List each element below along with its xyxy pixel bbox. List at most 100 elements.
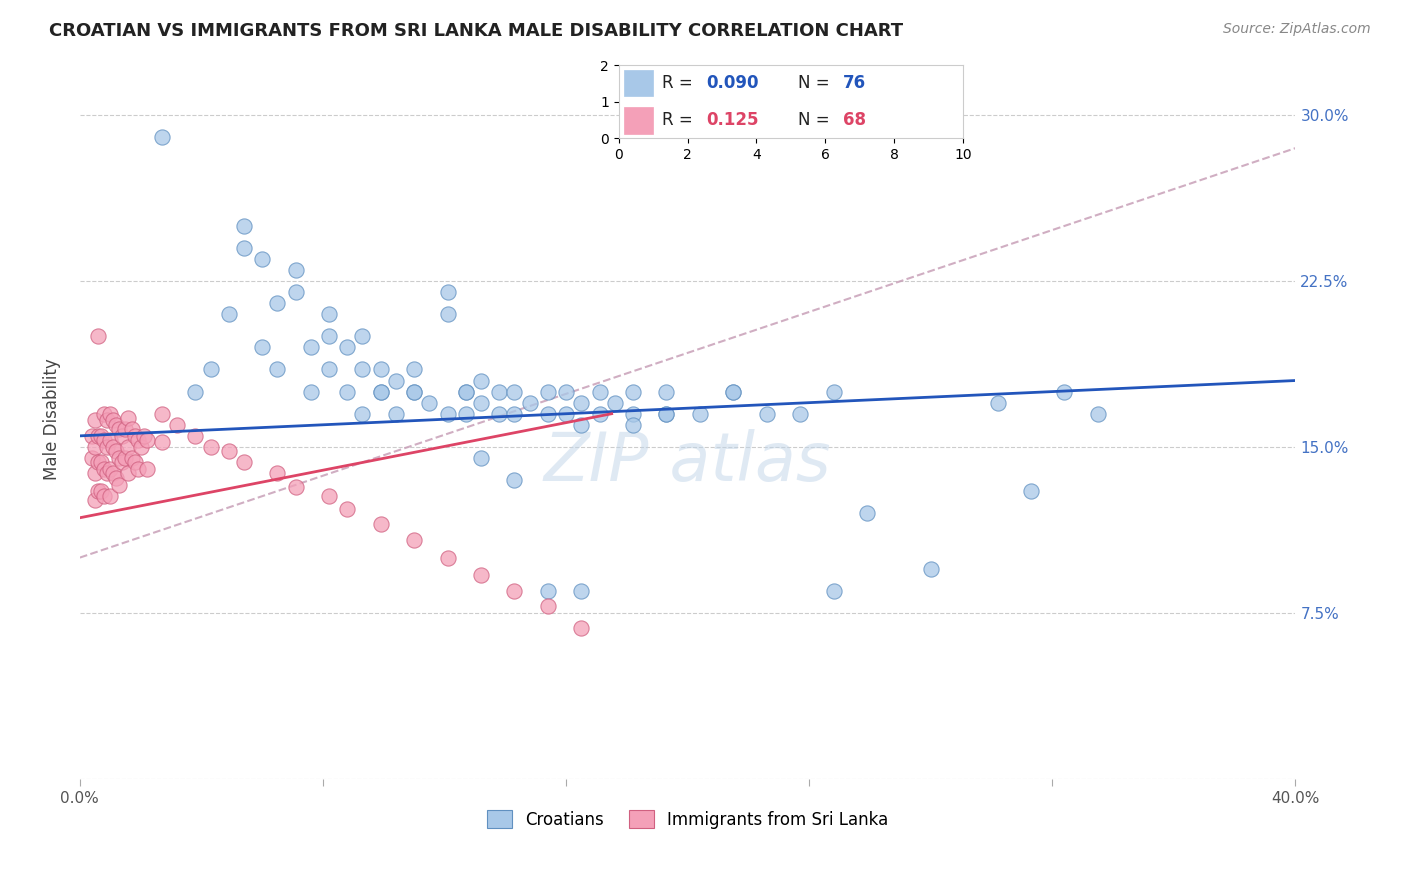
Point bbox=[98, 462, 121, 476]
Point bbox=[689, 407, 711, 421]
Point bbox=[127, 462, 149, 476]
Point bbox=[103, 467, 125, 481]
Point bbox=[111, 429, 134, 443]
Point bbox=[299, 384, 322, 399]
Point bbox=[84, 413, 107, 427]
Point bbox=[284, 480, 307, 494]
Point bbox=[117, 440, 139, 454]
Point bbox=[284, 263, 307, 277]
Point bbox=[404, 533, 426, 547]
Point bbox=[488, 384, 510, 399]
Point bbox=[135, 434, 157, 448]
Point bbox=[103, 413, 125, 427]
Point bbox=[436, 285, 458, 299]
Point bbox=[105, 471, 128, 485]
Point bbox=[184, 384, 207, 399]
Point bbox=[336, 340, 359, 354]
Point bbox=[418, 395, 440, 409]
Point bbox=[129, 440, 152, 454]
Point bbox=[537, 384, 560, 399]
Point bbox=[218, 444, 240, 458]
Point bbox=[352, 329, 374, 343]
Point bbox=[755, 407, 778, 421]
Point bbox=[1019, 484, 1042, 499]
Point bbox=[823, 583, 845, 598]
Point bbox=[87, 329, 110, 343]
Point bbox=[454, 407, 477, 421]
Point bbox=[318, 307, 340, 321]
Text: 0.125: 0.125 bbox=[706, 112, 759, 129]
Point bbox=[96, 413, 118, 427]
Point bbox=[87, 484, 110, 499]
Point bbox=[621, 407, 644, 421]
Point bbox=[132, 429, 155, 443]
Legend: Croatians, Immigrants from Sri Lanka: Croatians, Immigrants from Sri Lanka bbox=[481, 804, 896, 835]
Point bbox=[588, 407, 610, 421]
Point bbox=[470, 374, 492, 388]
Point bbox=[537, 583, 560, 598]
Point bbox=[385, 407, 408, 421]
Text: 76: 76 bbox=[842, 74, 866, 92]
Point bbox=[537, 407, 560, 421]
Point bbox=[723, 384, 745, 399]
Point bbox=[856, 506, 879, 520]
Point bbox=[503, 384, 526, 399]
Text: CROATIAN VS IMMIGRANTS FROM SRI LANKA MALE DISABILITY CORRELATION CHART: CROATIAN VS IMMIGRANTS FROM SRI LANKA MA… bbox=[49, 22, 903, 40]
Point bbox=[96, 440, 118, 454]
Point bbox=[603, 395, 626, 409]
Point bbox=[454, 384, 477, 399]
Point bbox=[569, 395, 592, 409]
Point bbox=[987, 395, 1010, 409]
Bar bbox=[624, 107, 652, 134]
Point bbox=[90, 484, 112, 499]
Point bbox=[93, 489, 115, 503]
Point bbox=[84, 493, 107, 508]
Point bbox=[488, 407, 510, 421]
Point bbox=[823, 384, 845, 399]
Point bbox=[655, 384, 678, 399]
Point bbox=[98, 434, 121, 448]
Point bbox=[537, 599, 560, 614]
Text: Source: ZipAtlas.com: Source: ZipAtlas.com bbox=[1223, 22, 1371, 37]
Point bbox=[299, 340, 322, 354]
Point bbox=[555, 407, 578, 421]
Point bbox=[569, 622, 592, 636]
Point bbox=[569, 417, 592, 432]
Point bbox=[135, 462, 157, 476]
Point bbox=[250, 340, 273, 354]
Point bbox=[200, 362, 222, 376]
Point bbox=[124, 429, 146, 443]
Point bbox=[150, 435, 173, 450]
Point bbox=[1053, 384, 1076, 399]
Point bbox=[569, 583, 592, 598]
Point bbox=[503, 583, 526, 598]
Point bbox=[90, 455, 112, 469]
Point bbox=[318, 329, 340, 343]
Point bbox=[436, 407, 458, 421]
Point bbox=[80, 429, 103, 443]
Point bbox=[621, 384, 644, 399]
Point bbox=[117, 411, 139, 425]
Point bbox=[87, 455, 110, 469]
Point bbox=[98, 489, 121, 503]
Point bbox=[150, 130, 173, 145]
Point bbox=[87, 429, 110, 443]
Point bbox=[184, 429, 207, 443]
Point bbox=[920, 562, 942, 576]
Point bbox=[655, 407, 678, 421]
Point bbox=[436, 307, 458, 321]
Point bbox=[98, 407, 121, 421]
Point bbox=[519, 395, 541, 409]
Point bbox=[789, 407, 811, 421]
Point bbox=[436, 550, 458, 565]
Point bbox=[503, 473, 526, 487]
Point bbox=[121, 450, 143, 465]
Point bbox=[404, 362, 426, 376]
Text: R =: R = bbox=[662, 112, 697, 129]
Point bbox=[250, 252, 273, 266]
Point bbox=[336, 502, 359, 516]
Point bbox=[1087, 407, 1109, 421]
Point bbox=[103, 440, 125, 454]
Point bbox=[93, 407, 115, 421]
Point bbox=[124, 455, 146, 469]
